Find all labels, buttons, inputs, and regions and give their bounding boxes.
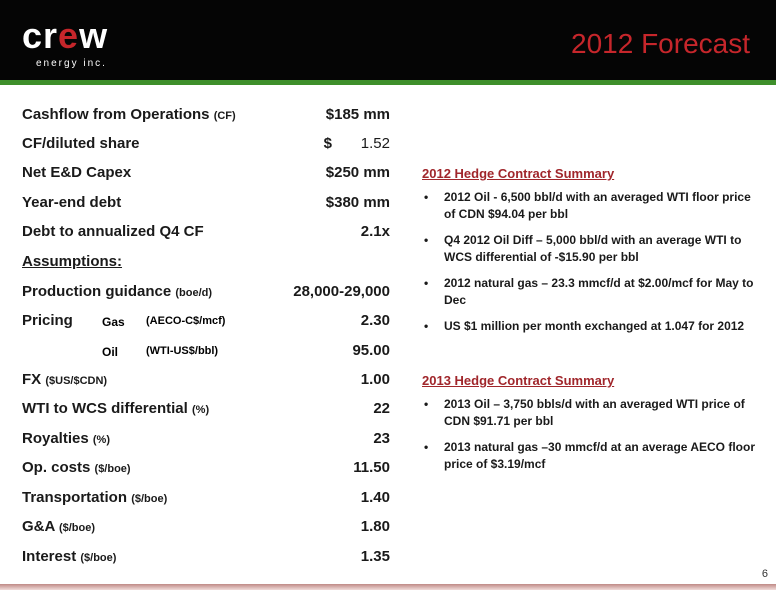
footer-divider xyxy=(0,584,776,590)
hedge-summary-2013: 2013 Hedge Contract Summary • 2013 Oil – … xyxy=(422,373,758,482)
logo-subtitle: energy inc. xyxy=(36,58,107,69)
hedge-2013-title: 2013 Hedge Contract Summary xyxy=(422,373,615,388)
assumption-row-royalties: Royalties (%) 23 xyxy=(22,430,390,447)
metric-row-capex: Net E&D Capex $250 mm xyxy=(22,164,390,181)
header-bar: crew energy inc. 2012 Forecast xyxy=(0,0,776,80)
metric-row-cashflow: Cashflow from Operations (CF) $185 mm xyxy=(22,106,390,123)
list-item: • US $1 million per month exchanged at 1.… xyxy=(424,319,745,333)
list-item: • 2013 natural gas –30 mmcf/d at an avera… xyxy=(424,440,756,471)
metric-row-debt: Year-end debt $380 mm xyxy=(22,194,390,211)
list-item: • 2012 natural gas – 23.3 mmcf/d at $2.00… xyxy=(424,276,754,307)
assumption-row-ga: G&A ($/boe) 1.80 xyxy=(22,518,390,535)
assumption-row-pricing-oil: Oil (WTI-US$/bbl) 95.00 xyxy=(102,342,390,359)
metric-row-debt-ratio: Debt to annualized Q4 CF 2.1x xyxy=(22,223,390,240)
assumption-row-fx: FX ($US/$CDN) 1.00 xyxy=(22,371,390,388)
hedge-summary-2012: 2012 Hedge Contract Summary • 2012 Oil - … xyxy=(422,166,758,344)
assumption-row-transportation: Transportation ($/boe) 1.40 xyxy=(22,489,390,506)
metric-row-cf-share: CF/diluted share $1.52 xyxy=(22,135,390,152)
assumption-row-op-costs: Op. costs ($/boe) 11.50 xyxy=(22,459,390,476)
assumption-row-interest: Interest ($/boe) 1.35 xyxy=(22,548,390,565)
assumption-row-pricing-gas: Pricing Gas (AECO-C$/mcf) 2.30 xyxy=(22,312,390,329)
list-item: • 2012 Oil - 6,500 bbl/d with an averaged… xyxy=(424,190,751,221)
hedge-2012-title: 2012 Hedge Contract Summary xyxy=(422,166,615,181)
crew-logo: crew energy inc. xyxy=(22,16,132,74)
list-item: • Q4 2012 Oil Diff – 5,000 bbl/d with an … xyxy=(424,233,742,264)
logo-wordmark: crew xyxy=(22,15,109,56)
assumption-row-production: Production guidance (boe/d) 28,000-29,00… xyxy=(22,283,390,300)
assumption-row-wti-wcs: WTI to WCS differential (%) 22 xyxy=(22,400,390,417)
list-item: • 2013 Oil – 3,750 bbls/d with an average… xyxy=(424,397,745,428)
page-title: 2012 Forecast xyxy=(571,28,750,59)
header-divider xyxy=(0,80,776,85)
page-number: 6 xyxy=(761,568,768,580)
assumptions-heading: Assumptions: xyxy=(22,253,123,270)
